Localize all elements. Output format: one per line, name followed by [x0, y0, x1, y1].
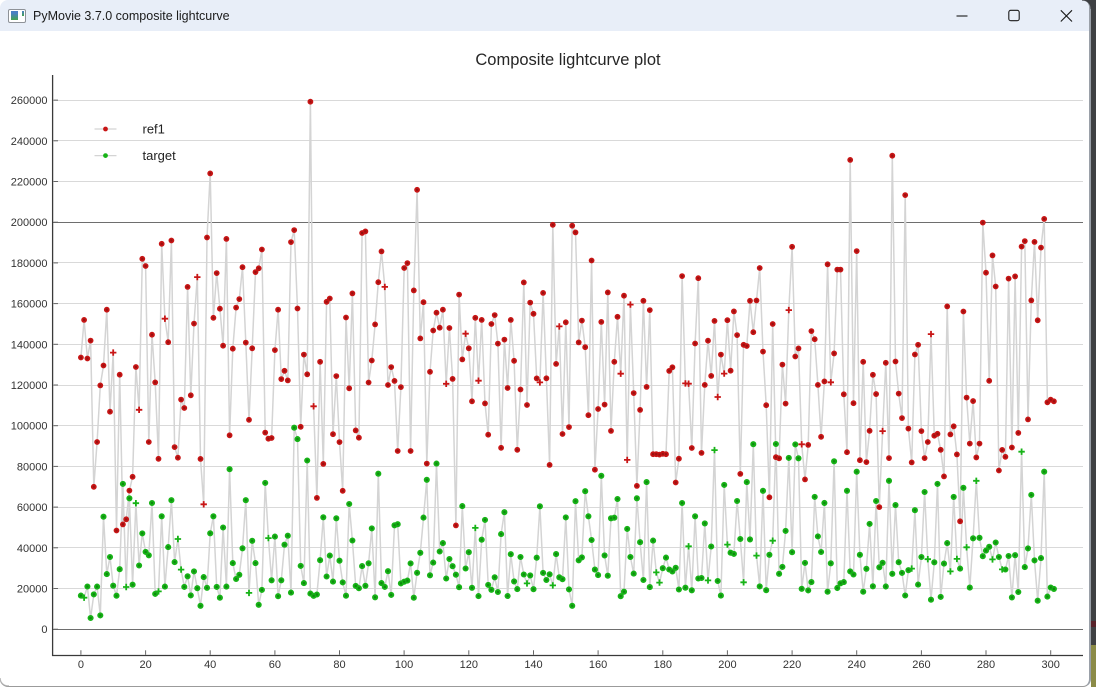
svg-text:260000: 260000	[11, 95, 48, 107]
svg-text:0: 0	[78, 659, 84, 671]
svg-text:120000: 120000	[11, 380, 48, 392]
svg-text:ref1: ref1	[143, 122, 165, 137]
svg-text:280: 280	[977, 659, 995, 671]
svg-text:100000: 100000	[11, 421, 48, 433]
svg-text:140000: 140000	[11, 339, 48, 351]
svg-text:80000: 80000	[17, 461, 48, 473]
svg-text:40000: 40000	[17, 543, 48, 555]
svg-text:220: 220	[783, 659, 801, 671]
svg-text:120: 120	[460, 659, 478, 671]
svg-text:180: 180	[654, 659, 672, 671]
svg-text:260: 260	[912, 659, 930, 671]
svg-text:Composite lightcurve plot: Composite lightcurve plot	[475, 51, 661, 69]
svg-text:240000: 240000	[11, 136, 48, 148]
svg-text:240: 240	[848, 659, 866, 671]
svg-text:target: target	[143, 148, 177, 163]
svg-text:200000: 200000	[11, 217, 48, 229]
svg-text:140: 140	[524, 659, 542, 671]
svg-text:80: 80	[333, 659, 345, 671]
svg-text:160000: 160000	[11, 299, 48, 311]
svg-text:60000: 60000	[17, 502, 48, 514]
svg-text:0: 0	[41, 624, 47, 636]
svg-text:40: 40	[204, 659, 216, 671]
svg-text:300: 300	[1042, 659, 1060, 671]
svg-text:160: 160	[589, 659, 607, 671]
svg-text:20000: 20000	[17, 584, 48, 596]
svg-text:200: 200	[718, 659, 736, 671]
svg-text:100: 100	[395, 659, 413, 671]
svg-text:20: 20	[139, 659, 151, 671]
svg-text:220000: 220000	[11, 177, 48, 189]
svg-text:180000: 180000	[11, 258, 48, 270]
svg-text:60: 60	[269, 659, 281, 671]
